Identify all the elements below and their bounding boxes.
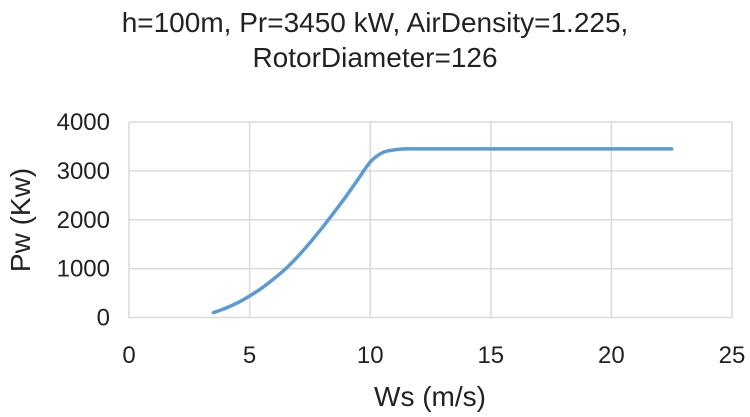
y-tick-label: 3000 (57, 158, 110, 185)
x-tick-label: 10 (357, 342, 384, 369)
series-line-pw (211, 147, 674, 315)
x-tick-label: 0 (122, 342, 135, 369)
x-tick-label: 15 (477, 342, 504, 369)
x-tick-label: 25 (719, 342, 746, 369)
y-tick-label: 4000 (57, 109, 110, 136)
y-tick-label: 1000 (57, 256, 110, 283)
y-axis-label: Pw (Kw) (5, 168, 36, 272)
y-tick-label: 0 (97, 305, 110, 332)
x-axis-label: Ws (m/s) (374, 381, 486, 412)
chart-title-line-2: RotorDiameter=126 (252, 42, 498, 73)
x-tick-label: 20 (598, 342, 625, 369)
x-tick-label: 5 (243, 342, 256, 369)
chart-title-line-1: h=100m, Pr=3450 kW, AirDensity=1.225, (121, 7, 629, 38)
y-tick-label: 2000 (57, 207, 110, 234)
